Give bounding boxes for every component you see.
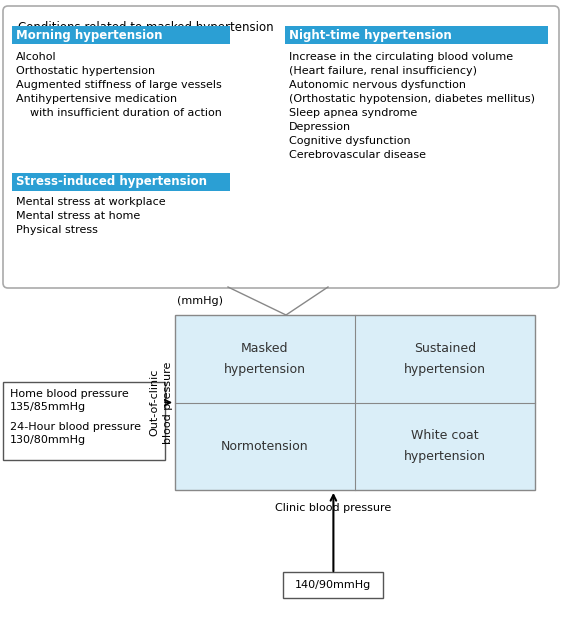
Text: Orthostatic hypertension: Orthostatic hypertension: [16, 66, 155, 76]
Text: Masked
hypertension: Masked hypertension: [224, 342, 306, 376]
Text: Sleep apnea syndrome: Sleep apnea syndrome: [289, 108, 417, 118]
Text: Sustained
hypertension: Sustained hypertension: [404, 342, 486, 376]
Text: 130/80mmHg: 130/80mmHg: [10, 435, 86, 445]
Text: (Heart failure, renal insufficiency): (Heart failure, renal insufficiency): [289, 66, 477, 76]
Text: Normotension: Normotension: [221, 440, 309, 453]
Text: White coat
hypertension: White coat hypertension: [404, 430, 486, 464]
FancyBboxPatch shape: [285, 26, 548, 44]
FancyBboxPatch shape: [3, 6, 559, 288]
Text: Depression: Depression: [289, 122, 351, 132]
Text: 140/90mmHg: 140/90mmHg: [295, 580, 371, 590]
FancyBboxPatch shape: [175, 315, 535, 490]
Text: Physical stress: Physical stress: [16, 225, 98, 235]
Text: Mental stress at workplace: Mental stress at workplace: [16, 197, 166, 207]
Text: Out-of-clinic
blood pressure: Out-of-clinic blood pressure: [149, 362, 173, 444]
Text: Cerebrovascular disease: Cerebrovascular disease: [289, 150, 426, 160]
Text: Cognitive dysfunction: Cognitive dysfunction: [289, 136, 411, 146]
Text: Mental stress at home: Mental stress at home: [16, 211, 140, 221]
FancyBboxPatch shape: [12, 26, 230, 44]
Text: Clinic blood pressure: Clinic blood pressure: [275, 503, 392, 513]
Text: Autonomic nervous dysfunction: Autonomic nervous dysfunction: [289, 80, 466, 90]
Text: with insufficient duration of action: with insufficient duration of action: [16, 108, 222, 118]
Text: Antihypertensive medication: Antihypertensive medication: [16, 94, 177, 104]
FancyBboxPatch shape: [3, 382, 165, 460]
Text: (mmHg): (mmHg): [177, 296, 223, 306]
Text: (Orthostatic hypotension, diabetes mellitus): (Orthostatic hypotension, diabetes melli…: [289, 94, 535, 104]
Text: Home blood pressure: Home blood pressure: [10, 389, 129, 399]
Text: Increase in the circulating blood volume: Increase in the circulating blood volume: [289, 52, 513, 62]
FancyBboxPatch shape: [283, 572, 383, 598]
Text: 24-Hour blood pressure: 24-Hour blood pressure: [10, 422, 141, 432]
Text: Alcohol: Alcohol: [16, 52, 57, 62]
Text: Stress-induced hypertension: Stress-induced hypertension: [16, 176, 207, 188]
FancyBboxPatch shape: [12, 173, 230, 191]
Text: Conditions related to masked hypertension: Conditions related to masked hypertensio…: [18, 21, 274, 34]
Text: Morning hypertension: Morning hypertension: [16, 28, 162, 41]
Text: Night-time hypertension: Night-time hypertension: [289, 28, 452, 41]
Text: Augmented stiffness of large vessels: Augmented stiffness of large vessels: [16, 80, 222, 90]
Text: 135/85mmHg: 135/85mmHg: [10, 402, 86, 412]
